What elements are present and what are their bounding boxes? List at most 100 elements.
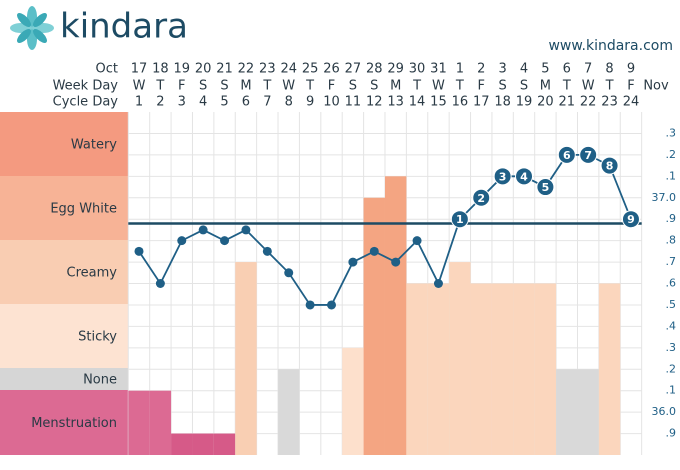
cycle-day-label: 7	[263, 95, 271, 110]
weekday-label: T	[455, 79, 464, 94]
fluid-bar	[363, 197, 385, 455]
fluid-bar	[171, 433, 193, 455]
fluid-band	[0, 112, 129, 176]
date-label: 29	[387, 62, 404, 77]
date-label: 25	[302, 62, 319, 77]
y-tick-label: .1	[666, 384, 677, 397]
point-label: 1	[456, 213, 464, 226]
weekday-label: S	[370, 79, 378, 94]
y-tick-label: .1	[666, 169, 677, 182]
y-tick-label: 36.0	[652, 405, 677, 418]
weekday-label: M	[240, 79, 251, 94]
weekday-label: W	[432, 79, 445, 94]
logo-icon	[10, 6, 54, 50]
temperature-point	[369, 246, 379, 256]
temperature-point	[155, 279, 165, 288]
url: www.kindara.com	[548, 38, 673, 54]
temperature-point	[391, 257, 401, 267]
month-label: Oct	[96, 62, 118, 77]
y-tick-label: .6	[666, 277, 677, 290]
y-tick-label: .2	[666, 148, 677, 161]
temperature-point	[557, 145, 576, 164]
date-label: 6	[563, 62, 571, 77]
cycle-day-label: 22	[580, 95, 597, 110]
fluid-band-label: Menstruation	[31, 416, 117, 431]
fluid-bar	[427, 283, 450, 455]
weekday-label: S	[199, 79, 207, 94]
fluid-bar	[556, 369, 578, 455]
fluid-bar	[213, 433, 236, 455]
fluid-bar	[470, 283, 492, 455]
cycle-day-label: 21	[559, 95, 576, 110]
temperature-point	[241, 225, 251, 235]
y-tick-label: .4	[666, 319, 677, 332]
temperature-point	[220, 236, 230, 246]
temperature-point	[177, 236, 187, 246]
date-label: 20	[195, 62, 212, 77]
date-label: 4	[520, 62, 528, 77]
weekday-label: W	[582, 79, 595, 94]
date-label: 30	[409, 62, 426, 77]
fluid-bar	[235, 262, 257, 455]
cycle-day-label: 6	[242, 95, 250, 110]
fluid-bar	[491, 283, 514, 455]
y-tick-label: .9	[666, 212, 677, 225]
weekday-label: F	[328, 79, 335, 94]
point-label: 8	[606, 160, 614, 173]
y-tick-label: .3	[666, 341, 677, 354]
point-label: 6	[563, 149, 571, 162]
temperature-point	[600, 156, 619, 175]
temperature-point	[433, 279, 443, 288]
cycle-day-label: 9	[306, 95, 314, 110]
y-tick-label: .5	[666, 298, 677, 311]
date-label: 27	[345, 62, 362, 77]
temperature-point	[493, 167, 512, 186]
cycle-day-label: 13	[387, 95, 404, 110]
fluid-bar	[192, 433, 214, 455]
date-label: 8	[605, 62, 613, 77]
cycle-day-label: 15	[430, 95, 447, 110]
cycle-day-label: 19	[516, 95, 533, 110]
weekday-label: M	[540, 79, 551, 94]
weekday-label: T	[262, 79, 271, 94]
date-label: 24	[280, 62, 297, 77]
temperature-point	[198, 225, 208, 235]
point-label: 4	[520, 170, 528, 183]
cycle-day-label: 4	[199, 95, 207, 110]
logo-text: kindara	[60, 7, 188, 47]
temperature-point	[327, 300, 337, 310]
weekday-label: W	[133, 79, 146, 94]
fluid-band-label: Sticky	[78, 330, 117, 345]
cycle-day-label: 3	[178, 95, 186, 110]
fluid-bar	[449, 262, 471, 455]
fluid-bar	[513, 283, 535, 455]
date-label: 3	[498, 62, 506, 77]
row-label: Cycle Day	[53, 95, 119, 110]
fluid-band-label: Egg White	[50, 202, 117, 217]
point-label: 3	[499, 170, 507, 183]
weekday-label: W	[282, 79, 295, 94]
temperature-point	[262, 246, 272, 256]
date-label: 18	[152, 62, 169, 77]
weekday-label: T	[412, 79, 421, 94]
date-label: 7	[584, 62, 592, 77]
date-label: 31	[430, 62, 447, 77]
date-label: 5	[541, 62, 549, 77]
weekday-label: T	[305, 79, 314, 94]
fluid-bar	[406, 283, 428, 455]
temperature-point	[450, 210, 469, 229]
y-tick-label: .8	[666, 234, 677, 247]
y-tick-label: .2	[666, 362, 677, 375]
fluid-bar	[598, 283, 621, 455]
point-label: 7	[584, 149, 592, 162]
cycle-day-label: 24	[623, 95, 640, 110]
weekday-label: F	[477, 79, 484, 94]
cycle-day-label: 1	[135, 95, 143, 110]
temperature-point	[472, 188, 491, 207]
fluid-bar	[128, 390, 150, 455]
fluid-bar	[342, 347, 364, 455]
temperature-point	[305, 300, 315, 310]
date-label: 21	[216, 62, 233, 77]
temperature-point	[412, 236, 422, 246]
